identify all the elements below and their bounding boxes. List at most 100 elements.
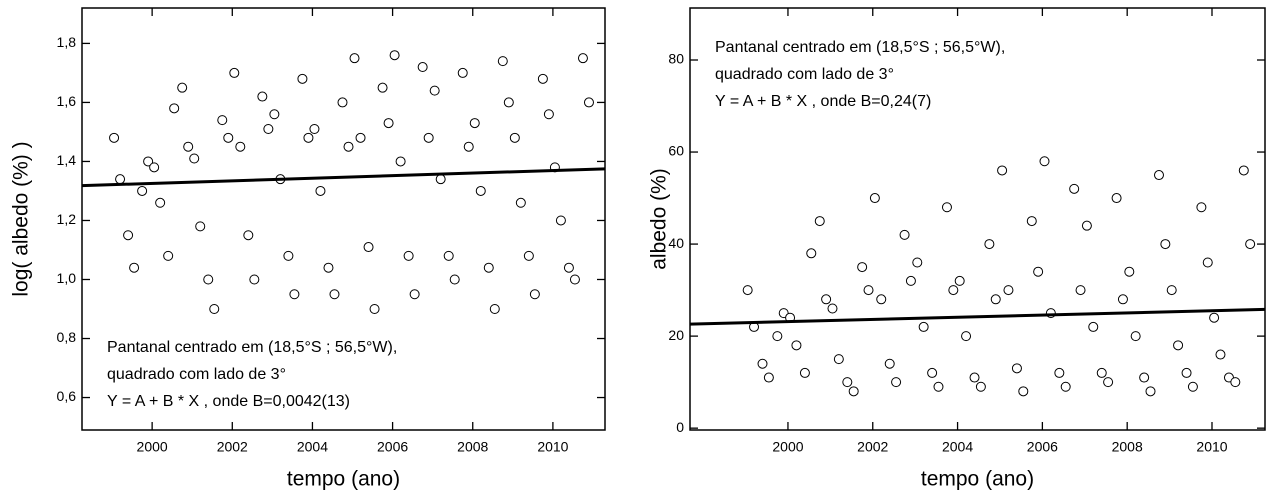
- data-point: [417, 62, 428, 73]
- data-point: [235, 141, 246, 152]
- data-point: [457, 67, 468, 78]
- panel: 2000 2002 2004 2006 2008 2010 0 20 40 60 80 tempo (…: [648, 7, 1266, 491]
- y-tick-label: 60: [668, 143, 684, 159]
- data-point: [1117, 294, 1128, 305]
- data-point: [1026, 216, 1037, 227]
- data-point: [984, 239, 995, 250]
- data-point: [1039, 156, 1050, 167]
- x-tick-label: 2008: [1112, 439, 1143, 455]
- data-point: [377, 82, 388, 93]
- data-point: [183, 141, 194, 152]
- y-tick-label: 0: [676, 419, 684, 435]
- data-point: [899, 229, 910, 240]
- data-point: [1011, 363, 1022, 374]
- y-tick-label: 20: [668, 327, 684, 343]
- data-point: [483, 262, 494, 273]
- data-point: [403, 250, 414, 261]
- data-point: [195, 221, 206, 232]
- data-point: [289, 289, 300, 300]
- data-point: [1245, 239, 1256, 250]
- y-axis-label: albedo (%): [648, 168, 671, 270]
- data-point: [537, 73, 548, 84]
- data-point: [435, 174, 446, 185]
- data-point: [763, 372, 774, 383]
- data-point: [249, 274, 260, 285]
- data-point: [115, 174, 126, 185]
- data-point: [349, 53, 360, 64]
- data-point: [155, 197, 166, 208]
- data-point: [990, 294, 1001, 305]
- data-point: [209, 304, 220, 315]
- annotation: quadrado com lado de 3°: [107, 366, 286, 383]
- data-point: [475, 185, 486, 196]
- data-point: [954, 275, 965, 286]
- data-point: [884, 358, 895, 369]
- x-tick-label: 2004: [297, 439, 328, 455]
- y-axis-label: log( albedo (%) ): [10, 141, 33, 296]
- x-tick-label: 2000: [137, 439, 168, 455]
- x-axis-label: tempo (ano): [921, 468, 1034, 491]
- data-point: [203, 274, 214, 285]
- data-point: [223, 132, 234, 143]
- data-point: [814, 216, 825, 227]
- data-point: [1160, 239, 1171, 250]
- data-point: [323, 262, 334, 273]
- annotation: Pantanal centrado em (18,5°S ; 56,5°W),: [715, 39, 1005, 56]
- data-point: [757, 358, 768, 369]
- data-point: [329, 289, 340, 300]
- data-point: [918, 321, 929, 332]
- data-point: [742, 285, 753, 296]
- data-point: [791, 340, 802, 351]
- data-point: [1088, 321, 1099, 332]
- data-point: [1069, 183, 1080, 194]
- data-point: [229, 67, 240, 78]
- data-point: [799, 367, 810, 378]
- data-point: [297, 73, 308, 84]
- x-axis-label: tempo (ano): [287, 468, 400, 491]
- y-tick-label: 40: [668, 235, 684, 251]
- data-point: [577, 53, 588, 64]
- data-point: [806, 248, 817, 259]
- data-point: [863, 285, 874, 296]
- data-point: [1215, 349, 1226, 360]
- x-tick-label: 2010: [537, 439, 568, 455]
- data-point: [1238, 165, 1249, 176]
- data-point: [563, 262, 574, 273]
- annotation: Y = A + B * X , onde B=0,24(7): [715, 93, 931, 110]
- data-point: [969, 372, 980, 383]
- y-tick-label: 1,6: [57, 93, 77, 109]
- data-point: [1145, 386, 1156, 397]
- annotation: quadrado com lado de 3°: [715, 66, 894, 83]
- data-point: [555, 215, 566, 226]
- data-point: [1060, 381, 1071, 392]
- y-tick-label: 1,4: [57, 152, 77, 168]
- data-point: [941, 202, 952, 213]
- data-point: [1018, 386, 1029, 397]
- data-point: [876, 294, 887, 305]
- data-point: [1202, 257, 1213, 268]
- data-point: [583, 97, 594, 108]
- x-tick-label: 2004: [942, 439, 973, 455]
- data-point: [123, 230, 134, 241]
- data-point: [109, 132, 120, 143]
- data-point: [383, 118, 394, 129]
- data-point: [569, 274, 580, 285]
- data-point: [163, 250, 174, 261]
- data-point: [1111, 193, 1122, 204]
- data-point: [772, 331, 783, 342]
- annotation: Y = A + B * X , onde B=0,0042(13): [107, 393, 350, 410]
- data-point: [149, 162, 160, 173]
- data-point: [463, 141, 474, 152]
- data-point: [129, 262, 140, 273]
- data-point: [1187, 381, 1198, 392]
- y-tick-label: 1,0: [57, 270, 77, 286]
- fit-line: [689, 307, 1266, 326]
- y-tick-label: 0,8: [57, 329, 77, 345]
- data-point: [217, 115, 228, 126]
- data-point: [137, 185, 148, 196]
- data-point: [529, 289, 540, 300]
- data-point: [423, 132, 434, 143]
- data-point: [1209, 312, 1220, 323]
- data-point: [1230, 377, 1241, 388]
